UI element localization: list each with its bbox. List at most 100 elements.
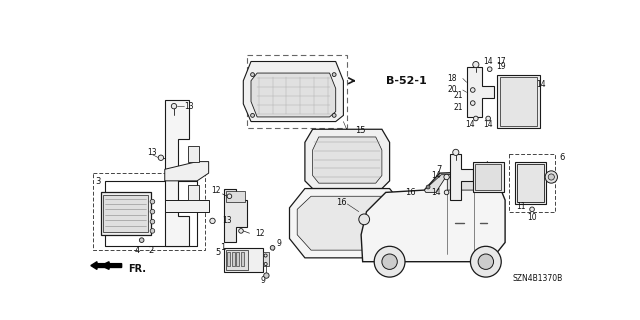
Bar	[473, 162, 504, 192]
Text: 5: 5	[215, 248, 220, 257]
Text: 16: 16	[405, 188, 415, 197]
Text: 14: 14	[431, 171, 440, 180]
Polygon shape	[164, 200, 209, 212]
Text: 11: 11	[516, 202, 525, 211]
Bar	[497, 75, 540, 129]
Polygon shape	[361, 172, 505, 262]
Text: 15: 15	[355, 126, 365, 135]
Circle shape	[478, 254, 493, 269]
Text: 6: 6	[559, 153, 564, 162]
Polygon shape	[243, 61, 344, 122]
Circle shape	[548, 174, 554, 180]
Text: 12: 12	[212, 186, 221, 195]
Text: 3: 3	[95, 177, 101, 186]
Circle shape	[239, 228, 243, 233]
Bar	[515, 162, 546, 204]
Text: 9: 9	[276, 239, 282, 249]
Polygon shape	[224, 188, 247, 243]
Text: SZN4B1370B: SZN4B1370B	[513, 274, 563, 283]
Text: 14: 14	[484, 57, 493, 66]
Text: 16: 16	[336, 198, 346, 207]
Bar	[500, 77, 538, 126]
Polygon shape	[447, 173, 474, 190]
Text: 13: 13	[148, 148, 157, 157]
Circle shape	[444, 190, 449, 195]
Circle shape	[227, 194, 232, 198]
Circle shape	[158, 155, 164, 160]
Circle shape	[172, 103, 177, 109]
Circle shape	[374, 246, 405, 277]
Bar	[93, 173, 205, 250]
Bar	[105, 181, 197, 246]
Circle shape	[486, 116, 490, 121]
Circle shape	[470, 88, 475, 92]
Bar	[227, 252, 230, 266]
Circle shape	[150, 199, 155, 204]
Polygon shape	[476, 173, 496, 190]
Text: 14: 14	[483, 120, 493, 129]
Bar	[188, 146, 200, 162]
Circle shape	[264, 273, 269, 278]
Polygon shape	[164, 162, 209, 181]
Bar	[236, 252, 239, 266]
Text: FR.: FR.	[128, 264, 146, 275]
Bar	[224, 248, 262, 273]
Bar	[188, 185, 200, 200]
Text: 14: 14	[431, 188, 440, 197]
Polygon shape	[289, 188, 405, 258]
Circle shape	[150, 209, 155, 214]
Circle shape	[150, 228, 155, 233]
Circle shape	[210, 218, 215, 224]
Polygon shape	[467, 67, 493, 117]
Polygon shape	[312, 137, 382, 183]
Circle shape	[332, 114, 336, 117]
Text: 14: 14	[536, 80, 545, 89]
Circle shape	[474, 116, 478, 121]
Polygon shape	[305, 129, 390, 188]
Bar	[509, 154, 555, 212]
Text: 13: 13	[184, 102, 194, 111]
Circle shape	[251, 73, 255, 76]
Text: 21: 21	[453, 91, 463, 100]
Circle shape	[140, 238, 144, 243]
Circle shape	[251, 114, 255, 117]
Text: 4: 4	[134, 246, 140, 255]
Text: 1: 1	[220, 243, 225, 252]
Text: 18: 18	[447, 74, 457, 83]
FancyArrow shape	[91, 262, 122, 269]
Bar	[247, 55, 348, 129]
Circle shape	[470, 101, 475, 105]
Polygon shape	[297, 196, 397, 250]
Polygon shape	[101, 192, 151, 235]
Circle shape	[264, 254, 267, 257]
Polygon shape	[164, 100, 189, 246]
Circle shape	[488, 67, 492, 71]
Bar	[232, 252, 235, 266]
Text: 19: 19	[496, 62, 506, 71]
Bar	[517, 164, 543, 202]
Circle shape	[382, 254, 397, 269]
Text: 17: 17	[496, 57, 506, 66]
Circle shape	[426, 185, 430, 189]
Circle shape	[530, 207, 534, 212]
Text: 13: 13	[223, 216, 232, 225]
Bar	[241, 252, 244, 266]
Bar	[103, 196, 148, 232]
Circle shape	[452, 149, 459, 156]
Text: 9: 9	[260, 276, 265, 285]
Bar	[227, 250, 248, 270]
Circle shape	[270, 245, 275, 250]
Text: 14: 14	[465, 120, 474, 129]
Circle shape	[470, 246, 501, 277]
Polygon shape	[251, 73, 336, 117]
Circle shape	[359, 214, 369, 225]
Polygon shape	[424, 175, 447, 192]
Bar	[475, 164, 501, 190]
Text: 7: 7	[436, 165, 441, 174]
Text: 10: 10	[527, 212, 537, 221]
Circle shape	[444, 174, 449, 180]
Circle shape	[150, 219, 155, 224]
Text: 21: 21	[453, 103, 463, 112]
Bar	[262, 252, 269, 266]
Circle shape	[332, 73, 336, 76]
